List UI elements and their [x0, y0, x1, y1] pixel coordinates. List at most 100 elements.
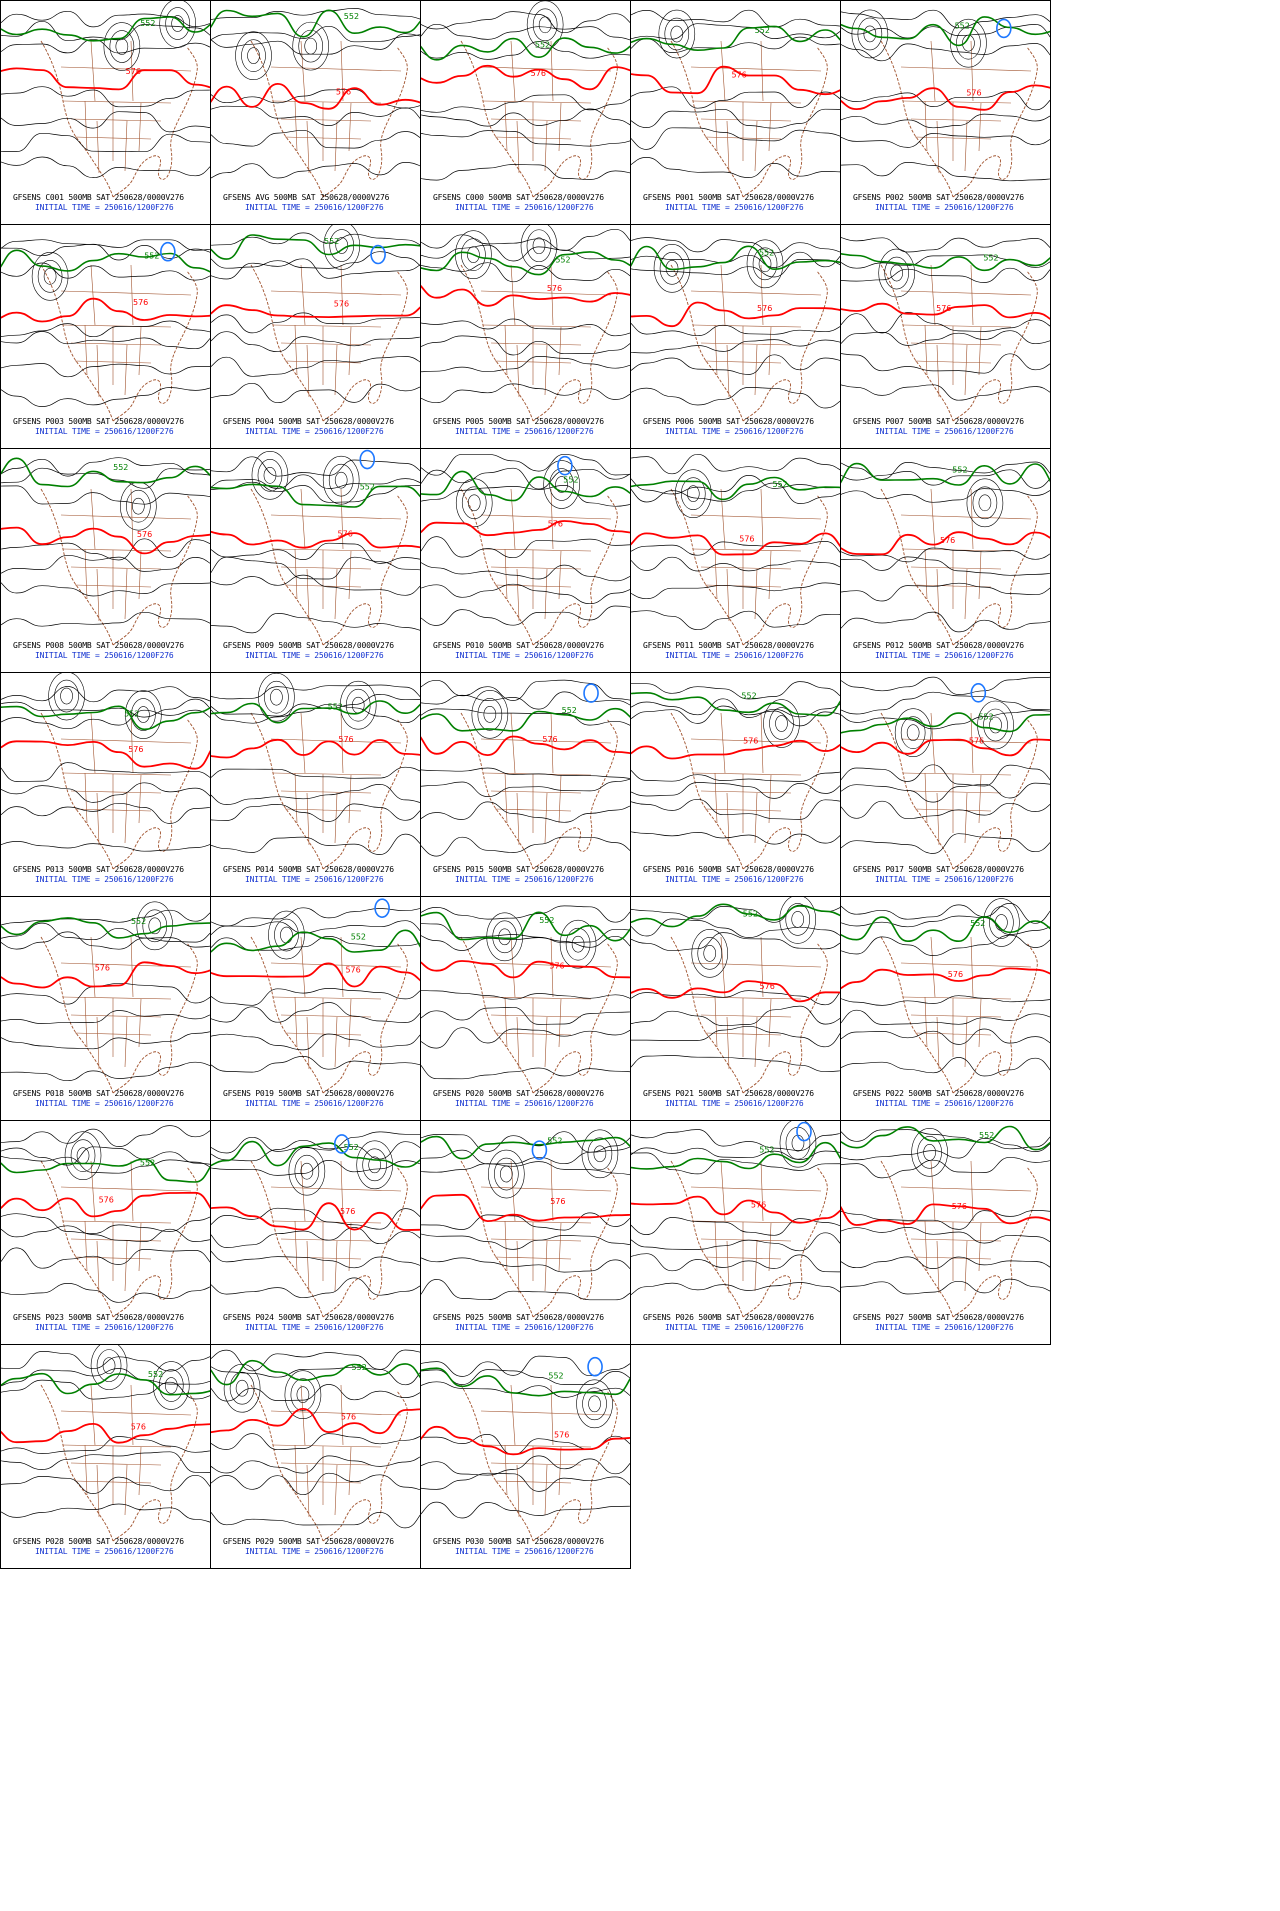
- height-contours: [421, 1355, 630, 1519]
- panel-run-caption: GFSENS P008 500MB SAT 250628/0000V276: [13, 641, 184, 650]
- contour-552-label: 552: [144, 251, 159, 260]
- panel-run-caption: GFSENS P021 500MB SAT 250628/0000V276: [643, 1089, 814, 1098]
- panel-run-caption: GFSENS P029 500MB SAT 250628/0000V276: [223, 1537, 394, 1546]
- height-contours: [211, 907, 420, 1073]
- panel-init-caption: INITIAL TIME = 250616/1200F276: [455, 651, 594, 660]
- ensemble-panel: 552 576 GFSENS P023 500MB SAT 250628/0000V…: [0, 1120, 211, 1345]
- height-contour-map: 552 576: [1, 1125, 210, 1318]
- map-borders: [40, 1384, 198, 1542]
- contour-552-label: 552: [983, 254, 998, 263]
- panel-init-caption: INITIAL TIME = 250616/1200F276: [455, 875, 594, 884]
- height-contour-map: 552 576: [841, 461, 1050, 646]
- panel-init-caption: INITIAL TIME = 250616/1200F276: [35, 651, 174, 660]
- ensemble-panel: 552 576 GFSENS P010 500MB SAT 250628/0000V…: [420, 448, 631, 673]
- height-contour-map: 552 576: [421, 679, 630, 870]
- contour-576-line: [841, 84, 1050, 111]
- contour-552-label: 552: [148, 1370, 163, 1379]
- panel-init-caption: INITIAL TIME = 250616/1200F276: [875, 875, 1014, 884]
- height-contour-map: 552 576: [841, 9, 1050, 198]
- height-contours: [841, 237, 1050, 401]
- contour-552-label: 552: [563, 476, 578, 485]
- contour-576-label: 576: [548, 520, 563, 529]
- height-contours: [631, 453, 840, 631]
- panel-init-caption: INITIAL TIME = 250616/1200F276: [35, 1547, 174, 1556]
- ensemble-panel: 552 576 GFSENS C001 500MB SAT 250628/0000V…: [0, 0, 211, 225]
- ensemble-panel: 552 576 GFSENS P013 500MB SAT 250628/0000V…: [0, 672, 211, 897]
- map-borders: [40, 40, 198, 198]
- contour-576-label: 576: [336, 88, 351, 97]
- contour-576-label: 576: [549, 961, 564, 970]
- contour-552-line: [841, 916, 1050, 943]
- height-contours: [631, 1121, 840, 1296]
- height-contour-map: 552 576: [1, 1, 210, 198]
- contour-552-line: [1, 16, 210, 42]
- height-contour-map: 552 576: [421, 225, 630, 422]
- panel-run-caption: GFSENS P010 500MB SAT 250628/0000V276: [433, 641, 604, 650]
- ensemble-panel: 552 576 GFSENS P021 500MB SAT 250628/0000V…: [630, 896, 841, 1121]
- panel-run-caption: GFSENS P018 500MB SAT 250628/0000V276: [13, 1089, 184, 1098]
- low-center-contour: [583, 683, 599, 703]
- panel-init-caption: INITIAL TIME = 250616/1200F276: [665, 203, 804, 212]
- height-contour-map: 552 576: [1, 1345, 210, 1542]
- map-borders: [40, 712, 198, 870]
- map-borders: [880, 488, 1038, 646]
- low-center-contour: [996, 18, 1012, 39]
- ensemble-panel: 552 576 GFSENS AVG 500MB SAT 250628/0000V2…: [210, 0, 421, 225]
- contour-576-label: 576: [952, 1202, 967, 1211]
- contour-576-line: [841, 302, 1050, 320]
- panel-run-caption: GFSENS P003 500MB SAT 250628/0000V276: [13, 417, 184, 426]
- contour-552-label: 552: [743, 909, 758, 918]
- panel-run-caption: GFSENS C000 500MB SAT 250628/0000V276: [433, 193, 604, 202]
- contour-552-label: 552: [562, 706, 577, 715]
- panel-run-caption: GFSENS P016 500MB SAT 250628/0000V276: [643, 865, 814, 874]
- panel-run-caption: GFSENS P009 500MB SAT 250628/0000V276: [223, 641, 394, 650]
- ensemble-panel: 552 576 GFSENS P029 500MB SAT 250628/0000V…: [210, 1344, 421, 1569]
- ensemble-panel: 552 576 GFSENS P008 500MB SAT 250628/0000V…: [0, 448, 211, 673]
- height-contour-map: 552 576: [211, 1349, 420, 1542]
- height-contours: [1, 901, 210, 1082]
- contour-552-label: 552: [970, 919, 985, 928]
- contour-552-label: 552: [952, 465, 967, 474]
- contour-576-line: [631, 739, 840, 760]
- contour-552-line: [421, 251, 630, 276]
- panel-run-caption: GFSENS P024 500MB SAT 250628/0000V276: [223, 1313, 394, 1322]
- contour-576-line: [841, 531, 1050, 556]
- low-center-contour: [359, 449, 376, 470]
- height-contours: [421, 1129, 630, 1301]
- panel-run-caption: GFSENS P001 500MB SAT 250628/0000V276: [643, 193, 814, 202]
- contour-552-label: 552: [124, 709, 139, 718]
- height-contours: [211, 1349, 420, 1529]
- map-borders: [670, 488, 828, 646]
- contour-552-label: 552: [548, 1372, 563, 1381]
- panel-init-caption: INITIAL TIME = 250616/1200F276: [245, 1323, 384, 1332]
- map-borders: [670, 1160, 828, 1318]
- contour-576-line: [421, 520, 630, 537]
- height-contour-map: 552 576: [841, 898, 1050, 1094]
- contour-552-label: 552: [360, 482, 375, 491]
- height-contour-map: 552 576: [841, 1125, 1050, 1318]
- contour-576-label: 576: [542, 735, 557, 744]
- map-borders: [880, 264, 1038, 422]
- ensemble-panel: 552 576 GFSENS P019 500MB SAT 250628/0000V…: [210, 896, 421, 1121]
- panel-init-caption: INITIAL TIME = 250616/1200F276: [665, 651, 804, 660]
- height-contour-map: 552 576: [631, 1121, 840, 1318]
- ensemble-panel: 552 576 GFSENS P004 500MB SAT 250628/0000V…: [210, 224, 421, 449]
- contour-552-label: 552: [344, 12, 359, 21]
- contour-576-line: [421, 960, 630, 979]
- contour-576-label: 576: [969, 736, 984, 745]
- contour-576-label: 576: [948, 970, 963, 979]
- contour-552-label: 552: [113, 463, 128, 472]
- panel-run-caption: GFSENS P025 500MB SAT 250628/0000V276: [433, 1313, 604, 1322]
- height-contours: [1, 239, 210, 407]
- panel-run-caption: GFSENS P023 500MB SAT 250628/0000V276: [13, 1313, 184, 1322]
- panel-init-caption: INITIAL TIME = 250616/1200F276: [245, 1099, 384, 1108]
- height-contours: [421, 679, 630, 857]
- panel-run-caption: GFSENS P007 500MB SAT 250628/0000V276: [853, 417, 1024, 426]
- contour-576-line: [421, 284, 630, 307]
- contour-552-label: 552: [344, 1143, 359, 1152]
- panel-run-caption: GFSENS P011 500MB SAT 250628/0000V276: [643, 641, 814, 650]
- height-contours: [841, 898, 1050, 1077]
- low-center-contour: [557, 455, 573, 476]
- contour-552-label: 552: [978, 712, 993, 721]
